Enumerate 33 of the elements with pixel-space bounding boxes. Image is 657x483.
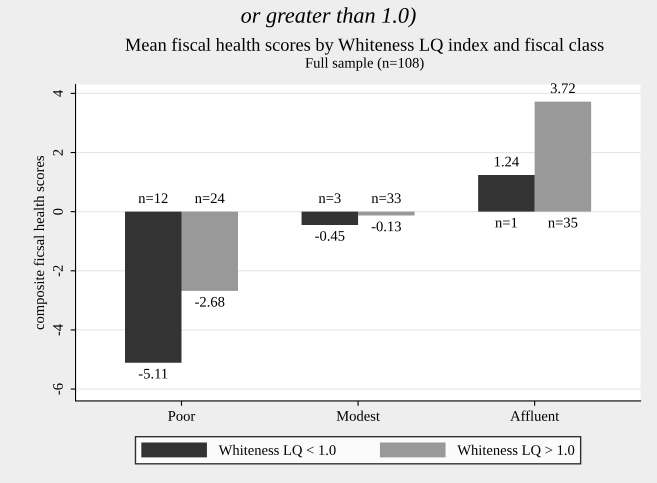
annotation: n=1 [495, 218, 517, 228]
data-label: -2.68 [195, 296, 224, 307]
x-tick-label: Affluent [510, 410, 560, 421]
x-tick-label: Modest [336, 410, 380, 421]
legend-label: Whiteness LQ < 1.0 [218, 444, 336, 458]
annotation: n=12 [138, 193, 168, 203]
bar [534, 102, 592, 212]
data-label: -0.13 [372, 221, 401, 232]
y-tick-label: 2 [53, 150, 63, 156]
data-label: -0.45 [315, 230, 344, 241]
y-tick-label: 0 [53, 208, 63, 215]
bar [124, 212, 182, 363]
annotation: n=3 [318, 193, 341, 204]
y-tick-label: 4 [53, 90, 63, 97]
legend-label: Whiteness LQ > 1.0 [457, 444, 574, 458]
x-tick-label: Poor [168, 411, 196, 421]
data-label: 3.72 [550, 83, 575, 94]
bar [358, 212, 415, 216]
chart-subtitle: Full sample (n=108) [305, 58, 424, 71]
y-tick-label: -6 [53, 383, 63, 395]
annotation: n=24 [195, 193, 225, 203]
annotation: n=33 [372, 193, 401, 204]
data-label: 1.24 [494, 156, 519, 167]
y-tick-label: -4 [53, 324, 63, 336]
annotation: n=35 [548, 218, 578, 228]
chart-title: Mean fiscal health scores by Whiteness LQ index and fiscal class [126, 38, 604, 55]
y-axis-title: composite ficsal health scores [34, 156, 48, 330]
data-label: -5.11 [138, 368, 168, 379]
bar [302, 212, 358, 225]
bar [478, 175, 535, 212]
text: or greater than 1.0) [241, 7, 416, 28]
bar [181, 212, 238, 291]
y-tick-label: -2 [53, 266, 63, 276]
